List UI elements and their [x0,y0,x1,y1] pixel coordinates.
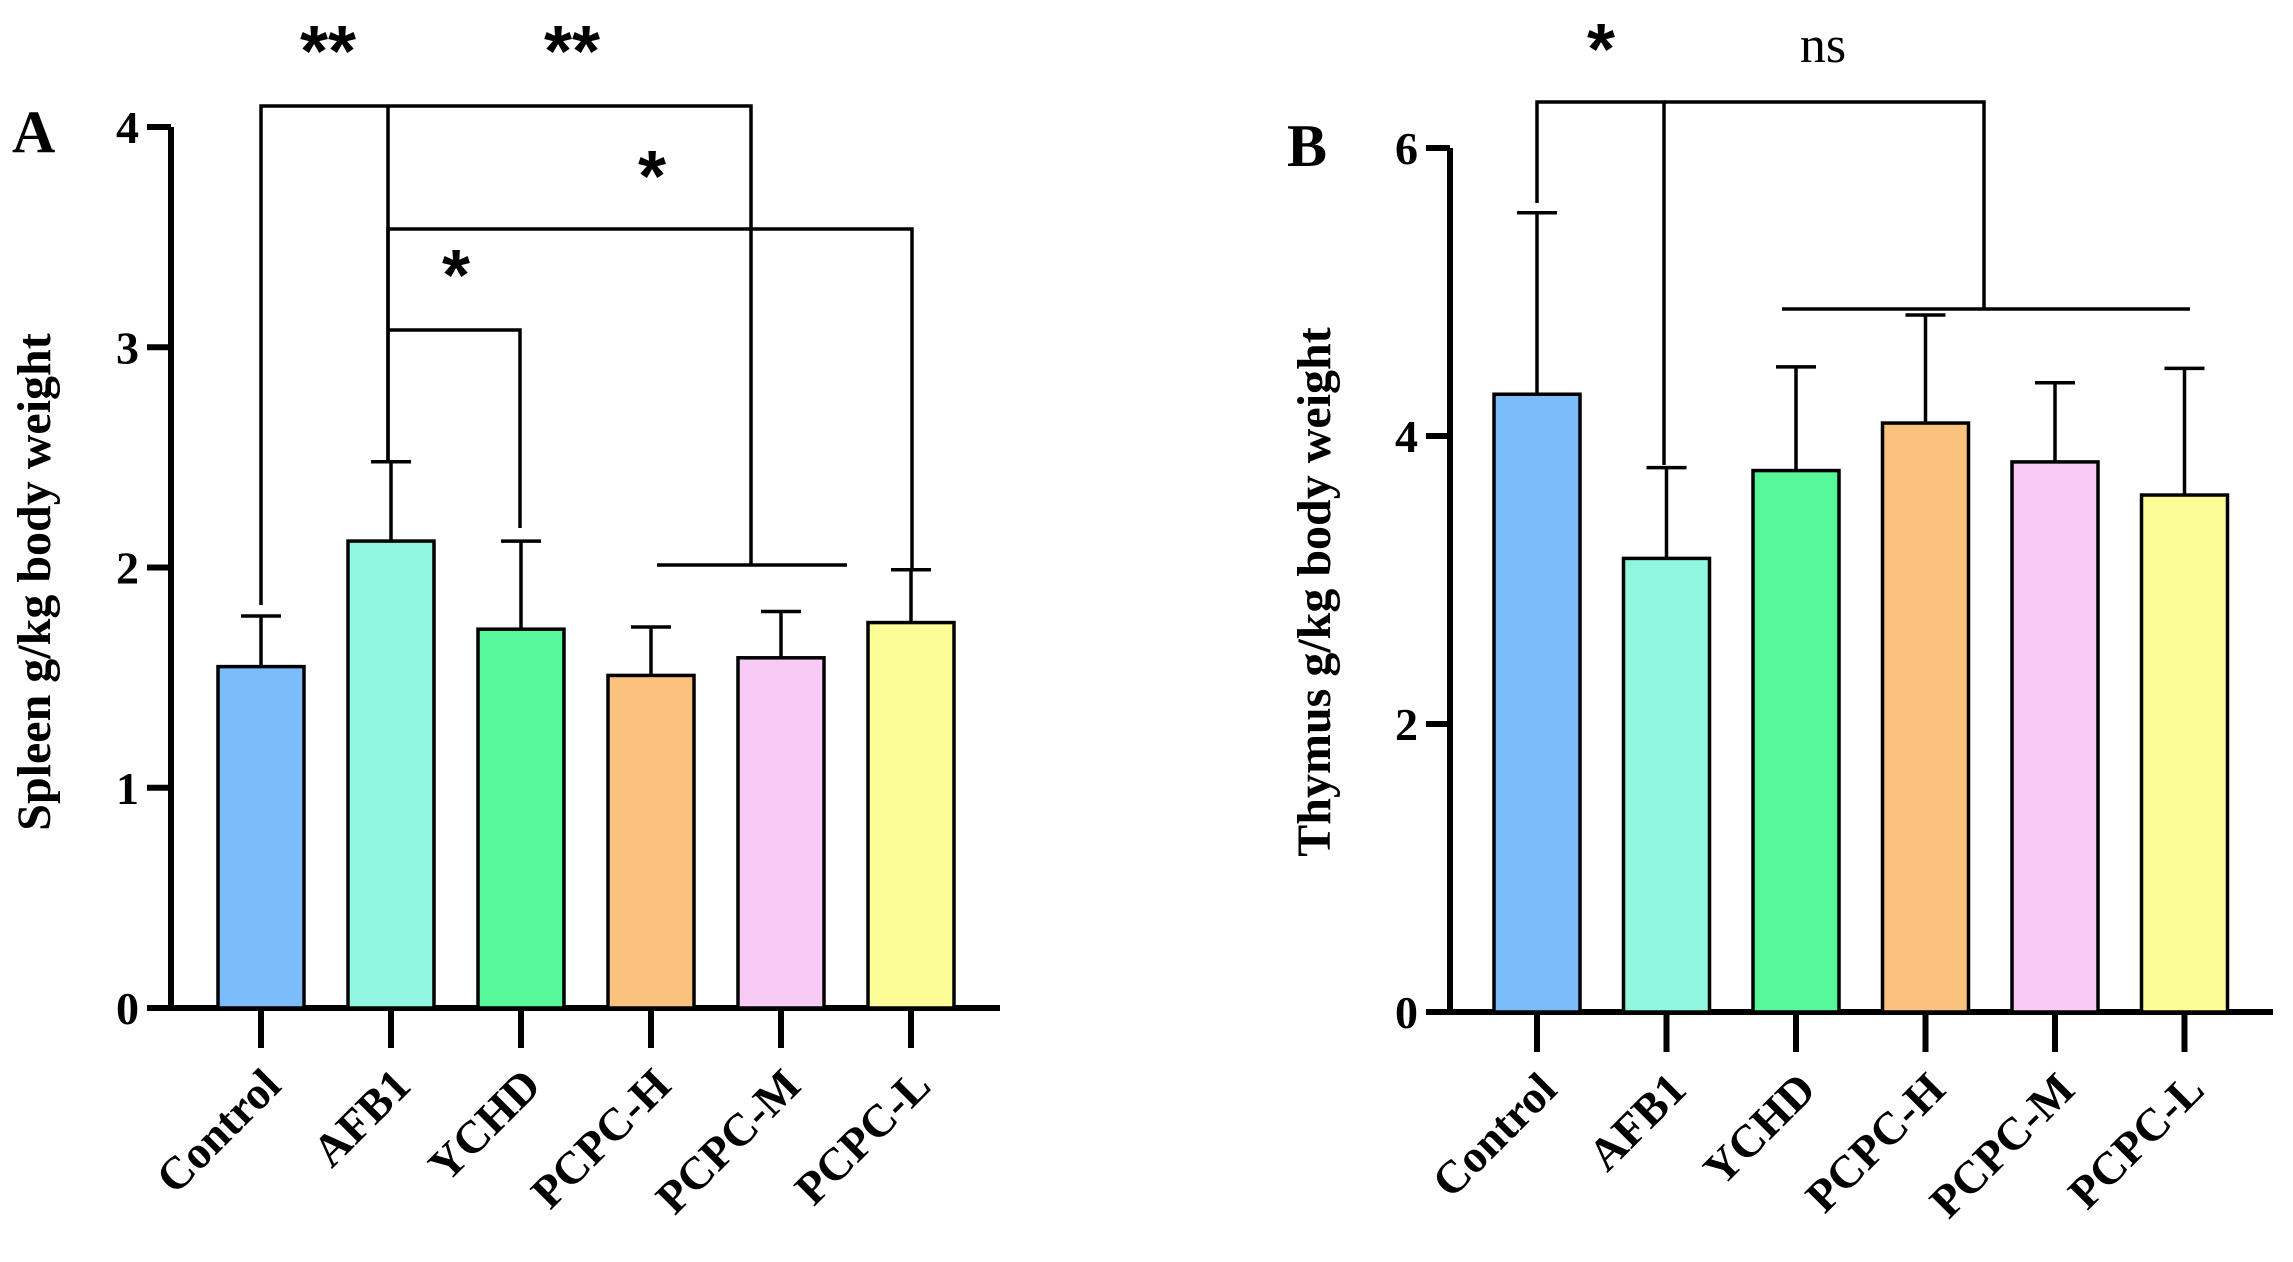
panel-b-x-label-pcpc-l: PCPC-L [2058,1063,2213,1218]
panel-b-bar-pcpc-m [2010,460,2100,1014]
panel-b: B Thymus g/kg body weight 0 2 4 6 Control AF… [1287,10,2273,1227]
panel-b-x-label-afb1: AFB1 [1578,1063,1695,1180]
panel-a-significance-brackets [259,104,914,605]
panel-a-bar-pcpc-m [736,656,826,1010]
panel-a-x-label-pcpc-l: PCPC-L [785,1059,940,1214]
panel-a-y-tick-label: 1 [116,763,139,814]
panel-b-bar-afb1 [1621,556,1712,1014]
panel-a-y-tick-label: 0 [116,983,139,1034]
panel-a-label: A [12,99,55,165]
panel-a-bar-ychd [476,627,566,1010]
bracket-control-afb1 [1535,100,1666,465]
panel-b-y-tick-label: 6 [1395,123,1418,174]
panel-a: A Spleen g/kg body weight 0 1 2 3 4 Control A… [8,12,1000,1223]
panel-b-bar-pcpc-h [1880,421,1971,1014]
panel-a-x-label-pcpc-m: PCPC-M [646,1059,810,1223]
panel-a-y-tick-label: 2 [116,543,139,594]
panel-b-x-label-pcpc-m: PCPC-M [1920,1063,2084,1227]
panel-a-bars [216,460,956,1010]
panel-b-label: B [1287,113,1327,179]
panel-a-y-tick-label: 4 [116,102,139,153]
panel-a-sig-afb1-pcpc-hm: ** [544,12,600,92]
panel-a-x-label-afb1: AFB1 [303,1059,420,1176]
panel-a-sig-afb1-ychd: * [442,236,470,316]
panel-a-y-tick-label: 3 [116,322,139,373]
panel-b-bars [1492,211,2230,1014]
panel-a-bar-control [216,664,306,1010]
panel-b-bar-pcpc-l [2139,493,2230,1014]
panel-a-bar-pcpc-l [866,620,956,1010]
panel-b-significance-brackets [1535,100,2190,465]
panel-a-sig-control-afb1: ** [300,12,356,92]
panel-b-bar-ychd [1751,468,1841,1014]
bracket-control-afb1 [259,104,753,605]
panel-b-y-tick-label: 0 [1395,987,1418,1038]
panel-a-bar-afb1 [346,539,436,1010]
panel-b-y-tick-label: 4 [1395,411,1418,462]
panel-b-sig-control-afb1: * [1587,10,1615,90]
panel-b-x-label-control: Control [1422,1063,1566,1207]
bracket-afb1-ychd [388,328,522,528]
panel-b-y-axis-label: Thymus g/kg body weight [1288,327,1341,856]
panel-a-sig-afb1-pcpc-l: * [638,137,666,217]
panel-a-x-label-control: Control [146,1059,290,1203]
panel-a-bar-pcpc-h [606,673,696,1010]
panel-b-axes: 0 2 4 6 [1395,123,2273,1052]
panel-b-sig-control-rest: ns [1800,17,1846,74]
panel-b-bar-control [1492,392,1582,1014]
panel-a-axes: 0 1 2 3 4 [116,102,1000,1048]
panel-b-y-tick-label: 2 [1395,699,1418,750]
panel-a-x-label-ychd: YCHD [418,1059,550,1191]
panel-a-y-axis-label: Spleen g/kg body weight [8,333,61,830]
bracket-control-rest [1664,100,1986,309]
